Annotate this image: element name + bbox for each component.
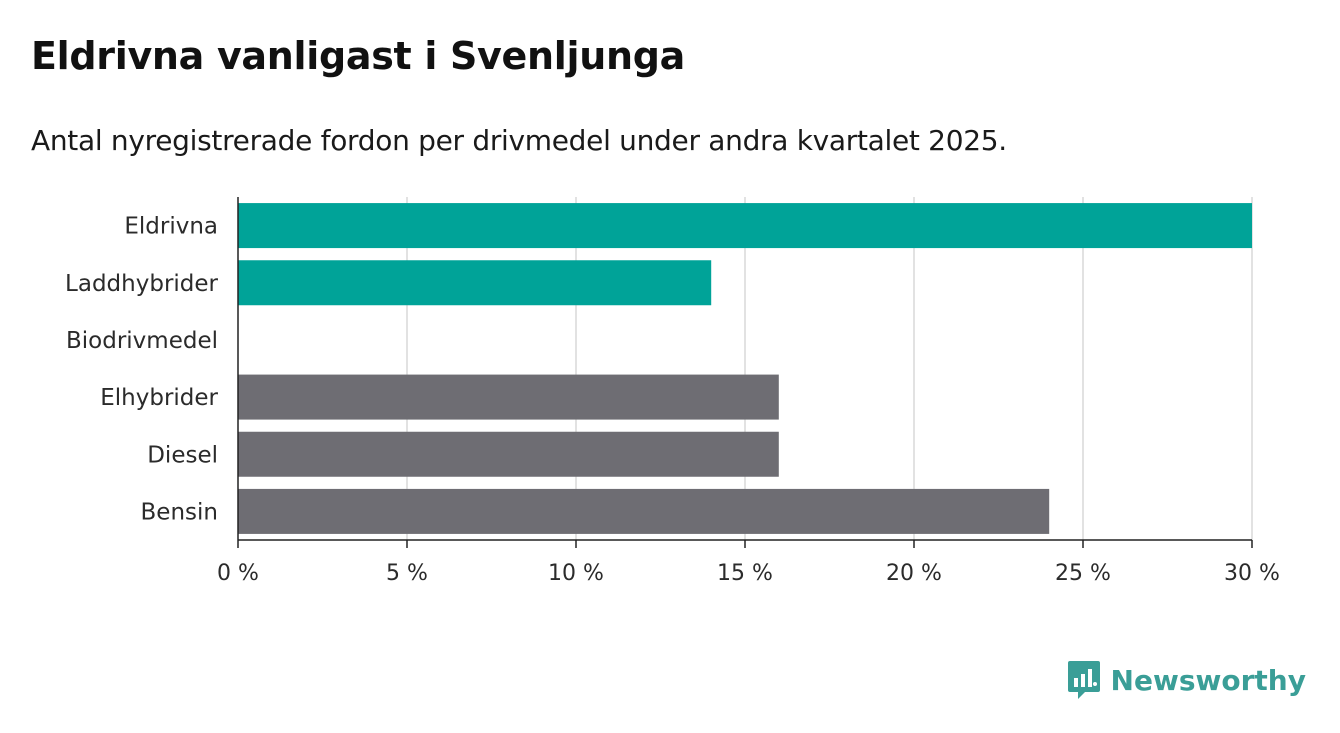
x-tick-label: 15 % [717,561,773,586]
category-label: Eldrivna [124,214,218,240]
x-tick-label: 0 % [217,561,259,586]
bar-bensin [238,488,1050,534]
x-tick-label: 20 % [886,561,942,586]
category-labels: Eldrivna Laddhybrider Biodrivmedel Elhybrid… [65,214,218,526]
x-tick-label: 25 % [1055,561,1111,586]
bars [238,203,1252,534]
bar-eldrivna [238,203,1252,249]
brand-name: Newsworthy [1110,663,1306,697]
category-label: Elhybrider [100,385,218,411]
category-label: Bensin [141,499,218,525]
x-tick-label: 30 % [1224,561,1280,586]
chart-title: Eldrivna vanligast i Svenljunga [31,34,685,78]
bar-elhybrider [238,374,779,420]
category-label: Diesel [147,442,218,468]
newsworthy-logo-icon [1067,661,1100,699]
brand-logo: Newsworthy [1067,660,1306,700]
bar-diesel [238,431,779,477]
bar-laddhybrider [238,260,712,306]
chart-subtitle: Antal nyregistrerade fordon per drivmede… [31,124,1007,157]
x-tick-label: 5 % [386,561,428,586]
x-axis: 0 % 5 % 10 % 15 % 20 % 25 % 30 % [217,197,1280,586]
category-label: Biodrivmedel [66,328,218,354]
category-label: Laddhybrider [65,271,218,297]
x-tick-label: 10 % [548,561,604,586]
grid-lines [406,197,1253,540]
